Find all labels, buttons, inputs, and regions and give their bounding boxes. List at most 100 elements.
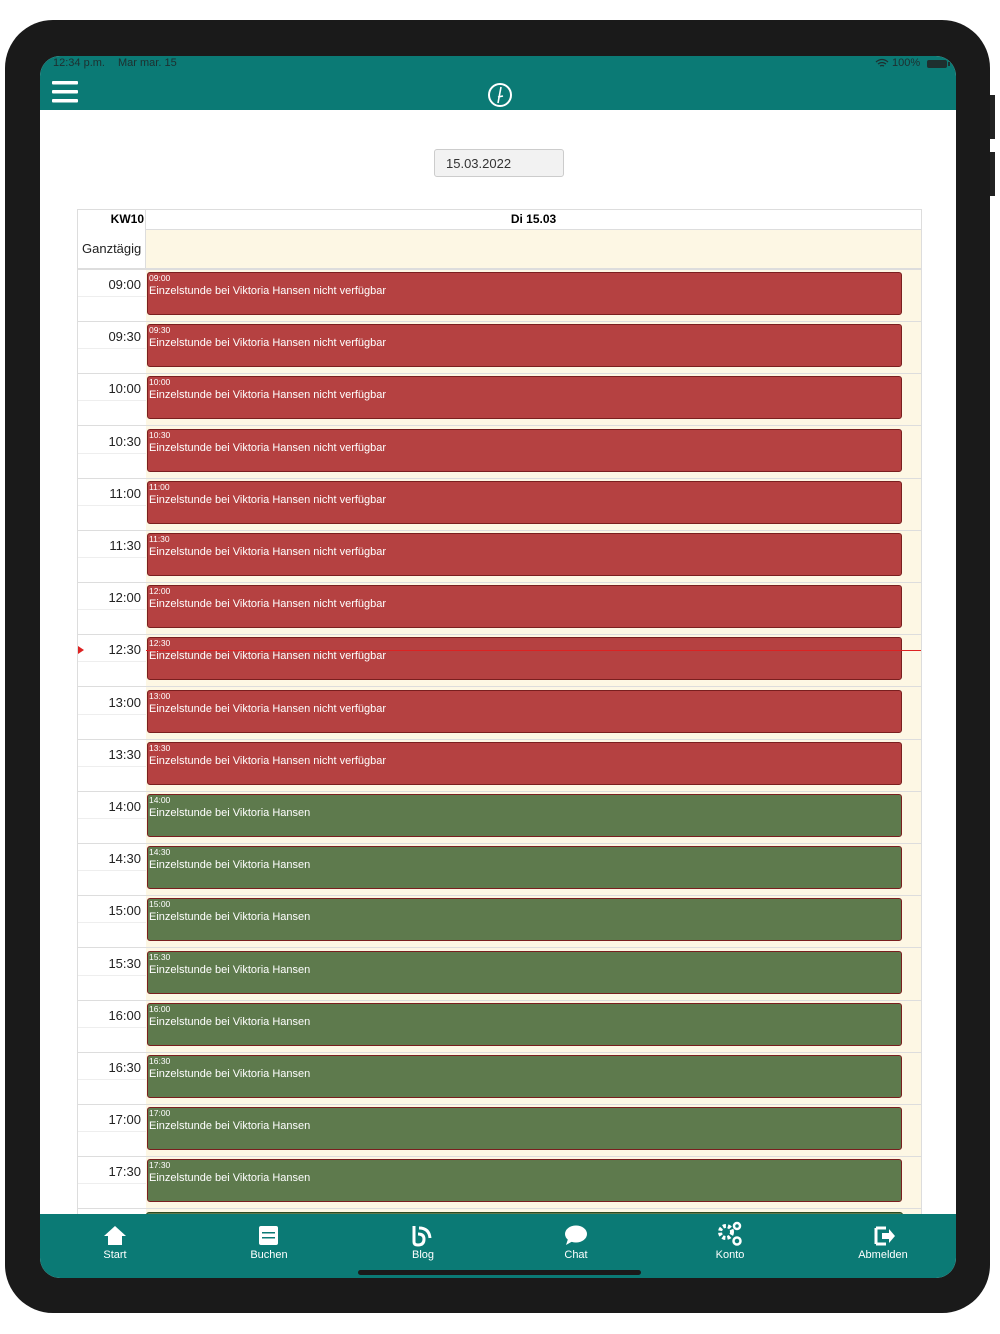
tab-label: Abmelden: [858, 1249, 908, 1261]
event-time: 10:30: [149, 429, 171, 440]
event[interactable]: 09:00 Einzelstunde bei Viktoria Hansen ni…: [147, 272, 902, 315]
row-line: [78, 477, 921, 479]
row-line: [78, 634, 921, 636]
row-line: [78, 425, 921, 427]
partial-event: [146, 1212, 903, 1214]
row-line: [78, 582, 921, 583]
half-line: [78, 1131, 146, 1133]
tab-bar: Start Buchen Blog Chat Konto Abmelden: [40, 1214, 956, 1278]
event-time: 17:00: [149, 1108, 171, 1119]
screen: 12:34 p.m. Mar mar. 15 100% 15.03.2022 K…: [40, 56, 956, 1278]
tab-item[interactable]: Konto: [680, 1214, 780, 1278]
event[interactable]: 09:30 Einzelstunde bei Viktoria Hansen ni…: [147, 324, 902, 368]
event[interactable]: 13:00 Einzelstunde bei Viktoria Hansen ni…: [147, 689, 902, 733]
tab-item[interactable]: Chat: [526, 1214, 626, 1278]
event[interactable]: 13:30 Einzelstunde bei Viktoria Hansen ni…: [147, 741, 902, 785]
event-time: 14:00: [149, 795, 171, 805]
tab-item[interactable]: Blog: [373, 1214, 473, 1278]
event-time: 09:30: [149, 325, 171, 336]
event-title: Einzelstunde bei Viktoria Hansen nicht v…: [149, 337, 387, 350]
event[interactable]: 11:30 Einzelstunde bei Viktoria Hansen ni…: [147, 533, 902, 576]
time-label: 15:30: [108, 955, 141, 971]
tab-label: Blog: [411, 1249, 435, 1261]
slots: 09:00 09:00 Einzelstunde bei Viktoria Hans…: [78, 270, 921, 1214]
tab-item[interactable]: Buchen: [219, 1214, 319, 1278]
event[interactable]: 14:30 Einzelstunde bei Viktoria Hansen: [147, 846, 902, 890]
half-line: [78, 922, 146, 924]
event-title: Einzelstunde bei Viktoria Hansen: [149, 1120, 311, 1133]
event-time: 13:00: [149, 690, 171, 701]
half-line: [78, 974, 146, 976]
time-label: 11:00: [109, 485, 141, 501]
tab-item[interactable]: Start: [65, 1214, 165, 1278]
event-time: 15:30: [149, 951, 171, 962]
tab-item[interactable]: Abmelden: [833, 1214, 933, 1278]
event[interactable]: 12:30 Einzelstunde bei Viktoria Hansen ni…: [147, 637, 902, 681]
half-line: [78, 1026, 146, 1028]
row-line: [78, 738, 921, 740]
half-line: [78, 713, 146, 715]
menu-button[interactable]: [52, 80, 80, 104]
event[interactable]: 11:00 Einzelstunde bei Viktoria Hansen ni…: [147, 480, 902, 524]
row-line: [78, 1104, 921, 1105]
tab-icons: [104, 1221, 895, 1247]
row-line: [78, 1208, 921, 1210]
time-label: 12:00: [108, 590, 141, 606]
tab-label: Chat: [564, 1249, 588, 1261]
event-time: 17:30: [149, 1160, 171, 1171]
time-label: 17:30: [108, 1164, 141, 1180]
event-title: Einzelstunde bei Viktoria Hansen nicht v…: [149, 546, 387, 558]
event-title: Einzelstunde bei Viktoria Hansen: [149, 963, 311, 976]
event[interactable]: 10:30 Einzelstunde bei Viktoria Hansen ni…: [147, 428, 902, 472]
row-line: [78, 529, 921, 531]
event-title: Einzelstunde bei Viktoria Hansen: [149, 807, 311, 819]
row-line: [78, 999, 921, 1001]
half-line: [78, 609, 146, 611]
now-line: [146, 650, 921, 652]
event-time: 14:30: [149, 847, 171, 858]
date-field[interactable]: 15.03.2022: [434, 149, 564, 177]
half-line: [78, 765, 146, 767]
event[interactable]: 12:00 Einzelstunde bei Viktoria Hansen ni…: [147, 585, 902, 629]
row-line: [78, 947, 921, 949]
half-line: [78, 870, 146, 872]
event-time: 11:30: [149, 534, 170, 544]
status-date: Mar mar. 15: [118, 57, 177, 69]
event[interactable]: 17:30 Einzelstunde bei Viktoria Hansen: [147, 1159, 902, 1203]
event[interactable]: 15:30 Einzelstunde bei Viktoria Hansen: [147, 950, 902, 994]
row-line: [78, 686, 921, 688]
time-label: 16:30: [108, 1060, 141, 1075]
tab-label: Buchen: [250, 1249, 288, 1261]
event[interactable]: 16:30 Einzelstunde bei Viktoria Hansen: [147, 1055, 902, 1098]
tab-label: Start: [103, 1249, 127, 1261]
event-title: Einzelstunde bei Viktoria Hansen: [149, 1015, 311, 1028]
side-button: [990, 95, 995, 139]
time-label: 17:00: [108, 1112, 141, 1128]
event[interactable]: 14:00 Einzelstunde bei Viktoria Hansen: [147, 794, 902, 837]
half-line: [78, 557, 146, 558]
content: 15.03.2022 KW10 Di 15.03 Ganztägig 09:00…: [40, 110, 956, 1214]
time-label: 09:00: [108, 277, 141, 292]
event-time: 11:00: [149, 481, 170, 492]
event[interactable]: 15:00 Einzelstunde bei Viktoria Hansen: [147, 898, 902, 942]
event[interactable]: 17:00 Einzelstunde bei Viktoria Hansen: [147, 1107, 902, 1151]
now-marker: [78, 646, 84, 655]
time-label: 13:30: [108, 746, 141, 762]
row-line: [78, 373, 921, 375]
time-label: 10:30: [108, 433, 141, 449]
event-title: Einzelstunde bei Viktoria Hansen: [149, 1068, 311, 1080]
time-label: 13:00: [108, 694, 141, 710]
event[interactable]: 10:00 Einzelstunde bei Viktoria Hansen ni…: [147, 376, 902, 420]
home-indicator: [358, 1270, 641, 1275]
side-button: [990, 152, 995, 196]
row-line: [78, 1156, 921, 1158]
half-line: [78, 818, 146, 819]
half-line: [78, 400, 146, 402]
time-label: 10:00: [108, 381, 141, 397]
event-title: Einzelstunde bei Viktoria Hansen nicht v…: [149, 650, 387, 663]
status-battery: 100%: [892, 57, 921, 69]
row-line: [78, 1051, 921, 1053]
event-time: 12:30: [149, 638, 171, 649]
status-icons: [875, 58, 950, 68]
event[interactable]: 16:00 Einzelstunde bei Viktoria Hansen: [147, 1002, 902, 1046]
